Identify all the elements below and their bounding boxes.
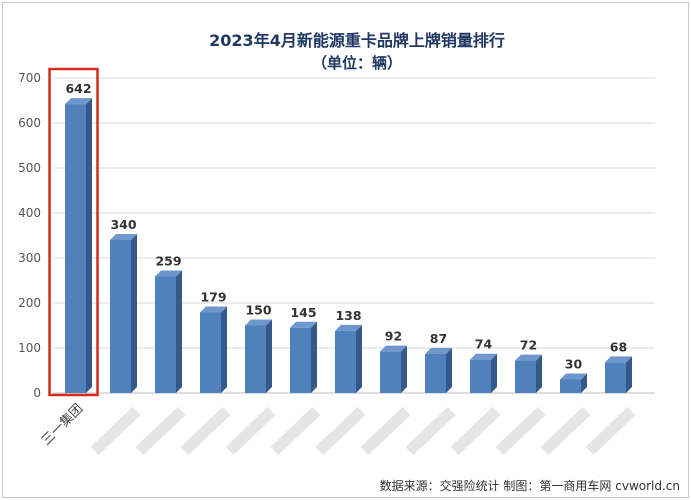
bar-top bbox=[245, 319, 272, 326]
data-label: 74 bbox=[475, 337, 493, 352]
y-tick-label: 500 bbox=[18, 161, 41, 175]
bar bbox=[425, 347, 452, 393]
obscured-label bbox=[585, 407, 636, 455]
bar-front bbox=[155, 276, 176, 393]
bar-front bbox=[65, 104, 86, 393]
obscured-label bbox=[225, 407, 276, 455]
data-label: 179 bbox=[200, 289, 226, 304]
bar bbox=[245, 319, 272, 393]
bar bbox=[380, 345, 407, 393]
data-label: 68 bbox=[610, 339, 627, 354]
obscured-label bbox=[270, 407, 321, 455]
bar-front bbox=[380, 351, 401, 393]
obscured-label bbox=[495, 407, 546, 455]
bar-top bbox=[515, 354, 542, 361]
bar-side bbox=[221, 306, 227, 393]
data-label: 72 bbox=[520, 338, 537, 353]
bar-top bbox=[560, 373, 587, 380]
bar-top bbox=[605, 356, 632, 363]
bar bbox=[470, 353, 497, 393]
bar bbox=[200, 306, 227, 393]
bar-front bbox=[425, 353, 446, 393]
highlight-box bbox=[48, 67, 99, 397]
obscured-label bbox=[180, 407, 231, 455]
data-label: 259 bbox=[155, 253, 181, 268]
bar-side bbox=[491, 353, 497, 393]
x-tick-label: 三一集团 bbox=[38, 401, 86, 449]
bar-side bbox=[536, 354, 542, 393]
data-label: 30 bbox=[565, 357, 583, 372]
data-label: 87 bbox=[430, 331, 447, 346]
y-tick-label: 100 bbox=[18, 341, 41, 355]
bar-front bbox=[515, 360, 536, 393]
bar-side bbox=[401, 345, 407, 393]
bar-side bbox=[446, 347, 452, 393]
y-tick-label: 700 bbox=[18, 71, 41, 85]
y-tick-label: 300 bbox=[18, 251, 41, 265]
y-tick-label: 200 bbox=[18, 296, 41, 310]
obscured-label bbox=[360, 407, 411, 455]
bar-front bbox=[335, 330, 356, 393]
bar-top bbox=[290, 321, 317, 328]
gridlines bbox=[53, 77, 655, 394]
obscured-label bbox=[135, 407, 186, 455]
bar-top bbox=[155, 270, 182, 277]
y-tick-label: 400 bbox=[18, 206, 41, 220]
bar bbox=[110, 234, 137, 393]
bar bbox=[65, 98, 92, 393]
bar-top bbox=[380, 345, 407, 352]
x-axis: 三一集团 bbox=[38, 401, 86, 449]
y-tick-label: 0 bbox=[33, 386, 41, 400]
obscured-label bbox=[405, 407, 456, 455]
obscured-label bbox=[540, 407, 591, 455]
data-label: 642 bbox=[65, 81, 91, 96]
y-axis: 0 100 200 300 400 500 600 700 bbox=[18, 71, 41, 400]
bar-top bbox=[335, 324, 362, 331]
bar-top bbox=[65, 98, 92, 105]
bar bbox=[560, 373, 587, 393]
data-label: 92 bbox=[385, 329, 402, 344]
bar-front bbox=[605, 362, 626, 393]
obscured-label bbox=[450, 407, 501, 455]
bar-front bbox=[290, 327, 311, 393]
data-label: 145 bbox=[290, 305, 316, 320]
bar bbox=[290, 321, 317, 393]
bar-front bbox=[560, 379, 581, 393]
bar-side bbox=[581, 373, 587, 393]
obscured-label bbox=[315, 407, 366, 455]
chart-subtitle: （单位：辆） bbox=[312, 54, 402, 72]
bar-front bbox=[470, 359, 491, 393]
bars bbox=[65, 98, 632, 393]
source-note: 数据来源：交强险统计 制图：第一商用车网 cvworld.cn bbox=[380, 478, 680, 493]
bar-side bbox=[86, 98, 92, 393]
data-label: 340 bbox=[110, 217, 136, 232]
bar-side bbox=[311, 321, 317, 393]
data-label: 150 bbox=[245, 303, 271, 318]
bar-top bbox=[470, 353, 497, 360]
bar bbox=[515, 354, 542, 393]
obscured-label bbox=[90, 407, 141, 455]
bar-side bbox=[266, 319, 272, 393]
data-label: 138 bbox=[335, 308, 361, 323]
bar-top bbox=[110, 234, 137, 240]
bar-side bbox=[176, 270, 182, 393]
bar-top bbox=[200, 306, 227, 313]
bar-front bbox=[245, 325, 266, 393]
bar-front bbox=[200, 312, 221, 393]
bar-side bbox=[626, 356, 632, 393]
obscured-category-labels bbox=[90, 407, 636, 455]
bar bbox=[155, 270, 182, 393]
data-labels: 642 340 259 179 150 145 138 92 87 74 72 30 68 bbox=[48, 67, 627, 397]
chart-title: 2023年4月新能源重卡品牌上牌销量排行 bbox=[209, 31, 505, 50]
bar-top bbox=[425, 347, 452, 354]
bar bbox=[605, 356, 632, 393]
bar-side bbox=[131, 234, 137, 393]
y-tick-label: 600 bbox=[18, 116, 41, 130]
bar-side bbox=[356, 324, 362, 393]
bar-front bbox=[110, 240, 131, 393]
bar bbox=[335, 324, 362, 393]
